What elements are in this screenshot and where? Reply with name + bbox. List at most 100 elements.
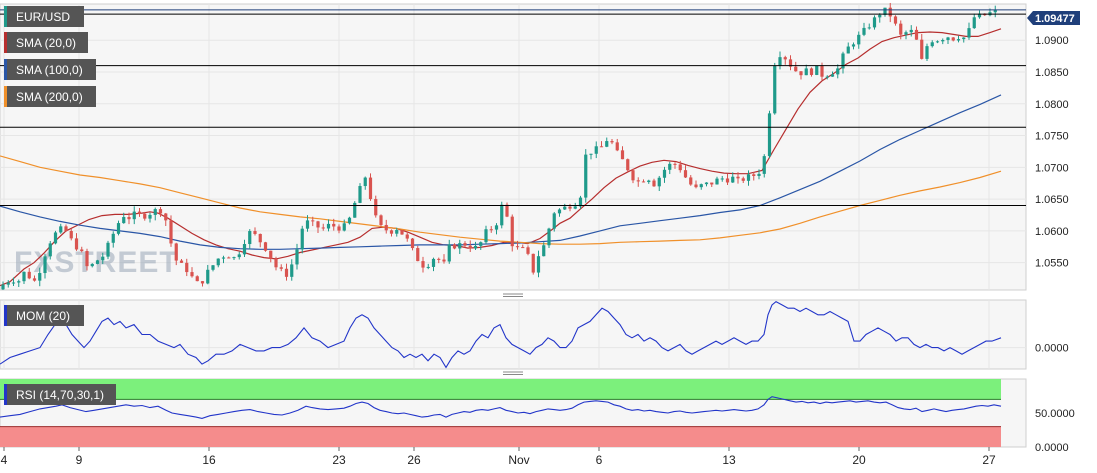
- last-price-tag: 1.09477: [1027, 11, 1080, 25]
- candle-body: [242, 244, 247, 255]
- legend-sma200[interactable]: SMA (200,0): [4, 86, 96, 107]
- price-tick-label: 1.0800: [1035, 99, 1069, 111]
- rsi-oversold-zone: [0, 426, 1001, 447]
- candle-body: [741, 178, 745, 181]
- candle-body: [857, 34, 861, 45]
- candle-body: [473, 245, 478, 249]
- rsi-tick-label: 50.0000: [1035, 408, 1075, 420]
- rsi-overbought-zone: [0, 379, 1001, 400]
- candle-body: [248, 231, 252, 245]
- legend-rsi-label: RSI (14,70,30,1): [16, 388, 104, 402]
- candle-body: [909, 29, 913, 33]
- grip-lines-icon[interactable]: [503, 371, 523, 375]
- candle-body: [447, 244, 451, 262]
- candle-body: [626, 159, 630, 171]
- candle-body: [552, 213, 556, 229]
- candle-body: [431, 258, 436, 267]
- candle-body: [410, 238, 415, 249]
- candle-body: [64, 226, 68, 232]
- price-tick-label: 1.0850: [1035, 67, 1069, 79]
- time-tick-label: 6: [596, 453, 603, 467]
- rsi-tick-label: 0.0000: [1035, 442, 1069, 454]
- time-tick-label: 4: [1, 453, 8, 467]
- candle-body: [820, 65, 824, 77]
- candle-body: [452, 244, 457, 249]
- momentum-line: [0, 300, 1002, 369]
- candle-body: [904, 32, 908, 35]
- candle-body: [353, 202, 357, 218]
- legend-sma20[interactable]: SMA (20,0): [4, 32, 88, 53]
- candle-body: [48, 243, 52, 257]
- candle-body: [636, 180, 640, 182]
- mom-tick-label: 0.0000: [1035, 343, 1069, 355]
- sma-line-1: [0, 94, 1002, 250]
- price-tick-label: 1.0750: [1035, 131, 1069, 143]
- price-tick-label: 1.0650: [1035, 194, 1069, 206]
- candle-body: [846, 46, 850, 54]
- legend-rsi[interactable]: RSI (14,70,30,1): [4, 384, 116, 405]
- candle-body: [531, 253, 535, 273]
- candle-body: [736, 176, 740, 179]
- candle-body: [295, 249, 299, 265]
- candle-body: [164, 213, 168, 221]
- candle-body: [783, 57, 787, 60]
- candle-body: [794, 66, 798, 72]
- candle-body: [132, 211, 136, 220]
- legend-symbol[interactable]: EUR/USD: [4, 6, 84, 27]
- candle-body: [458, 243, 462, 249]
- candle-body: [699, 184, 703, 188]
- candle-body: [505, 204, 509, 217]
- candle-body: [956, 39, 961, 41]
- candle-body: [725, 178, 730, 183]
- legend-mom-label: MOM (20): [16, 309, 70, 323]
- candle-body: [190, 272, 194, 277]
- sma-line-2: [0, 155, 1002, 245]
- candle-body: [521, 247, 525, 249]
- candle-body: [279, 267, 283, 269]
- candle-body: [930, 42, 934, 47]
- candle-body: [43, 256, 47, 274]
- candle-body: [74, 238, 79, 250]
- legend-mom[interactable]: MOM (20): [4, 305, 84, 326]
- legend-sma20-label: SMA (20,0): [16, 36, 76, 50]
- legend-sma200-label: SMA (200,0): [16, 90, 83, 104]
- candle-body: [641, 181, 646, 183]
- candle-body: [631, 170, 635, 181]
- candle-body: [752, 174, 756, 176]
- time-tick-label: 20: [852, 453, 866, 467]
- candle-body: [80, 249, 84, 252]
- candle-body: [148, 214, 152, 219]
- candle-body: [878, 14, 882, 18]
- candle-body: [311, 220, 315, 222]
- candle-body: [227, 257, 231, 259]
- candle-body: [731, 176, 735, 183]
- candle-body: [510, 216, 514, 247]
- candle-body: [993, 9, 997, 13]
- time-tick-label: Nov: [508, 453, 529, 467]
- candle-body: [206, 269, 210, 284]
- candle-body: [22, 271, 26, 282]
- candle-body: [683, 170, 688, 178]
- candle-body: [53, 232, 58, 244]
- grip-lines-icon[interactable]: [503, 293, 523, 297]
- candle-body: [715, 178, 719, 185]
- legend-sma100[interactable]: SMA (100,0): [4, 59, 96, 80]
- candle-body: [972, 17, 976, 29]
- candle-body: [143, 213, 147, 219]
- candle-body: [489, 229, 493, 231]
- candle-body: [515, 246, 520, 248]
- candle-body: [668, 163, 672, 170]
- candle-body: [347, 217, 352, 224]
- candle-body: [11, 282, 16, 284]
- candle-body: [689, 177, 693, 185]
- candle-body: [101, 256, 105, 261]
- time-tick-label: 9: [76, 453, 83, 467]
- candle-body: [694, 184, 698, 188]
- candle-body: [27, 271, 31, 279]
- candle-body: [815, 65, 819, 75]
- candle-body: [841, 53, 845, 69]
- candle-body: [179, 260, 184, 263]
- candle-body: [563, 206, 567, 210]
- price-tick-label: 1.0900: [1035, 35, 1069, 47]
